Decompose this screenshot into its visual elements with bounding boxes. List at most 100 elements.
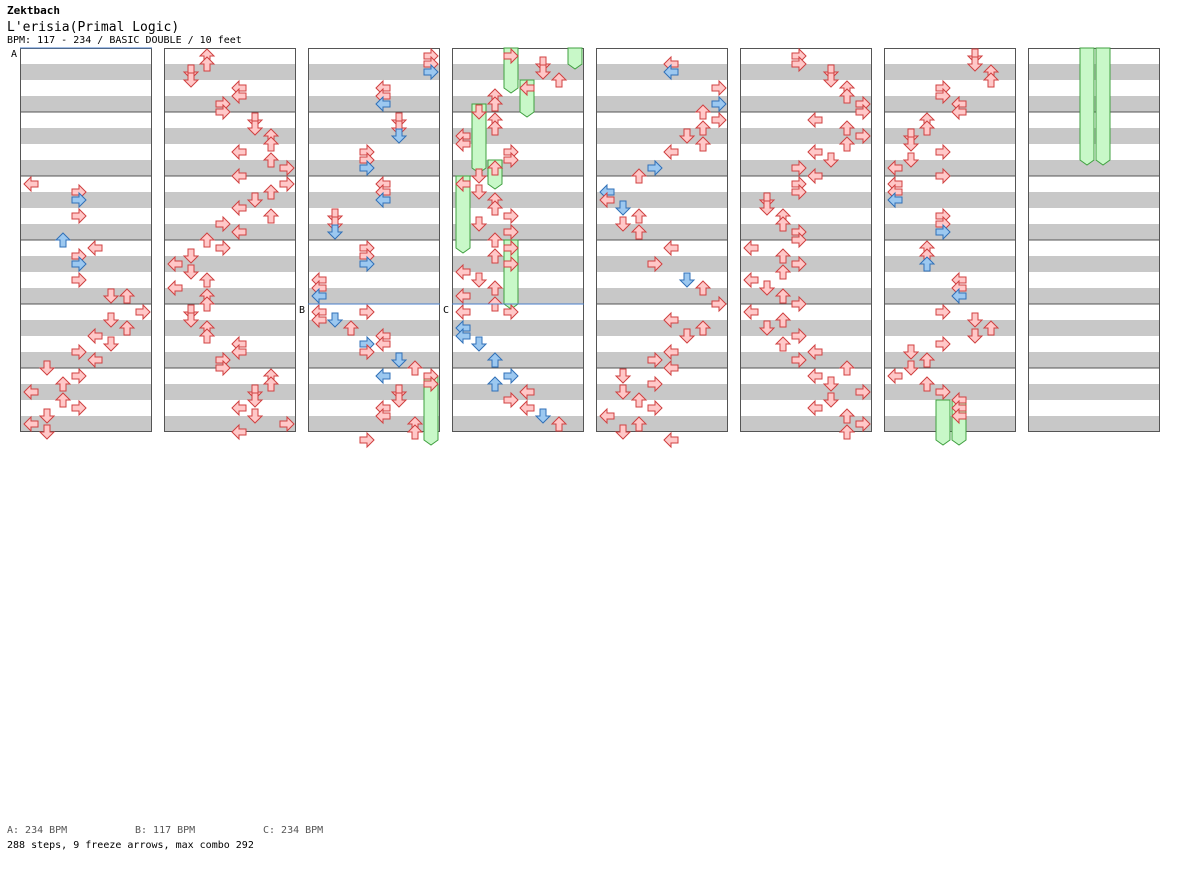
step-arrow-left-icon <box>951 103 967 121</box>
step-arrow-right-icon <box>935 143 951 161</box>
freeze-arrow <box>1095 47 1111 166</box>
step-arrow-left-icon <box>455 327 471 345</box>
beat-stripe <box>1028 352 1160 368</box>
step-arrow-left-icon <box>375 95 391 113</box>
step-arrow-down-icon <box>470 216 488 232</box>
step-arrow-up-icon <box>838 136 856 152</box>
beat-stripe <box>740 384 872 400</box>
beat-stripe <box>596 288 728 304</box>
step-arrow-right-icon <box>359 159 375 177</box>
step-arrow-left-icon <box>519 79 535 97</box>
chart-stats: 288 steps, 9 freeze arrows, max combo 29… <box>7 840 254 851</box>
beat-stripe <box>308 352 440 368</box>
step-arrow-left-icon <box>23 175 39 193</box>
step-arrow-right-icon <box>359 303 375 321</box>
step-arrow-up-icon <box>774 312 792 328</box>
step-arrow-right-icon <box>855 103 871 121</box>
step-arrow-left-icon <box>807 167 823 185</box>
step-arrow-down-icon <box>822 392 840 408</box>
step-arrow-down-icon <box>614 384 632 400</box>
chart-column <box>596 48 728 449</box>
beat-stripe <box>164 192 296 208</box>
step-arrow-left-icon <box>807 399 823 417</box>
step-arrow-up-icon <box>918 120 936 136</box>
step-arrow-up-icon <box>118 320 136 336</box>
step-arrow-up-icon <box>198 296 216 312</box>
beat-stripe <box>452 320 584 336</box>
step-arrow-up-icon <box>694 120 712 136</box>
step-arrow-left-icon <box>23 415 39 433</box>
step-arrow-right-icon <box>503 391 519 409</box>
beat-stripe <box>164 256 296 272</box>
step-arrow-right-icon <box>279 415 295 433</box>
step-arrow-right-icon <box>215 359 231 377</box>
freeze-arrow <box>503 239 519 310</box>
step-arrow-left-icon <box>807 367 823 385</box>
beat-stripe <box>740 416 872 432</box>
step-arrow-left-icon <box>807 343 823 361</box>
chart-column <box>884 48 1016 446</box>
freeze-arrow <box>1079 47 1095 166</box>
step-arrow-up-icon <box>486 200 504 216</box>
beat-stripe <box>596 128 728 144</box>
step-arrow-up-icon <box>118 288 136 304</box>
chart-column <box>1028 47 1160 432</box>
step-arrow-left-icon <box>167 279 183 297</box>
beat-stripe <box>308 384 440 400</box>
step-arrow-up-icon <box>774 288 792 304</box>
beat-stripe <box>308 64 440 80</box>
step-arrow-up-icon <box>54 376 72 392</box>
beat-stripe <box>1028 192 1160 208</box>
step-arrow-left-icon <box>887 191 903 209</box>
step-arrow-left-icon <box>599 407 615 425</box>
step-arrow-up-icon <box>198 272 216 288</box>
step-arrow-left-icon <box>231 167 247 185</box>
beat-stripe <box>884 256 1016 272</box>
step-arrow-up-icon <box>198 232 216 248</box>
step-arrow-right-icon <box>359 431 375 449</box>
step-arrow-up-icon <box>918 376 936 392</box>
step-arrow-right-icon <box>855 127 871 145</box>
bpm-legend-b: B: 117 BPM <box>135 825 196 836</box>
beat-stripe <box>1028 160 1160 176</box>
beat-stripe <box>164 384 296 400</box>
step-arrow-right-icon <box>135 303 151 321</box>
step-arrow-left-icon <box>87 239 103 257</box>
chart-column <box>308 47 440 449</box>
step-arrow-left-icon <box>231 399 247 417</box>
step-arrow-right-icon <box>279 175 295 193</box>
step-arrow-left-icon <box>663 359 679 377</box>
beat-stripe <box>596 416 728 432</box>
step-arrow-right-icon <box>791 183 807 201</box>
step-arrow-down-icon <box>758 320 776 336</box>
step-arrow-down-icon <box>182 312 200 328</box>
beat-stripe <box>596 64 728 80</box>
step-arrow-left-icon <box>311 287 327 305</box>
step-arrow-right-icon <box>647 159 663 177</box>
step-arrow-up-icon <box>198 56 216 72</box>
step-arrow-up-icon <box>262 376 280 392</box>
step-arrow-up-icon <box>262 152 280 168</box>
step-arrow-right-icon <box>935 87 951 105</box>
step-arrow-up-icon <box>982 320 1000 336</box>
step-arrow-left-icon <box>87 327 103 345</box>
beat-stripe <box>164 320 296 336</box>
step-arrow-up-icon <box>486 248 504 264</box>
step-arrow-down-icon <box>182 248 200 264</box>
step-arrow-right-icon <box>647 375 663 393</box>
step-arrow-up-icon <box>406 360 424 376</box>
beat-stripe <box>164 64 296 80</box>
beat-stripe <box>740 128 872 144</box>
step-arrow-left-icon <box>663 431 679 449</box>
step-arrow-left-icon <box>455 175 471 193</box>
step-arrow-down-icon <box>614 216 632 232</box>
beat-stripe <box>20 128 152 144</box>
step-arrow-right-icon <box>935 167 951 185</box>
step-arrow-down-icon <box>534 64 552 80</box>
step-arrow-down-icon <box>614 368 632 384</box>
step-arrow-up-icon <box>838 408 856 424</box>
step-arrow-up-icon <box>918 256 936 272</box>
bpm-change-label: B <box>299 305 305 316</box>
beat-stripe <box>452 416 584 432</box>
beat-stripe <box>164 160 296 176</box>
